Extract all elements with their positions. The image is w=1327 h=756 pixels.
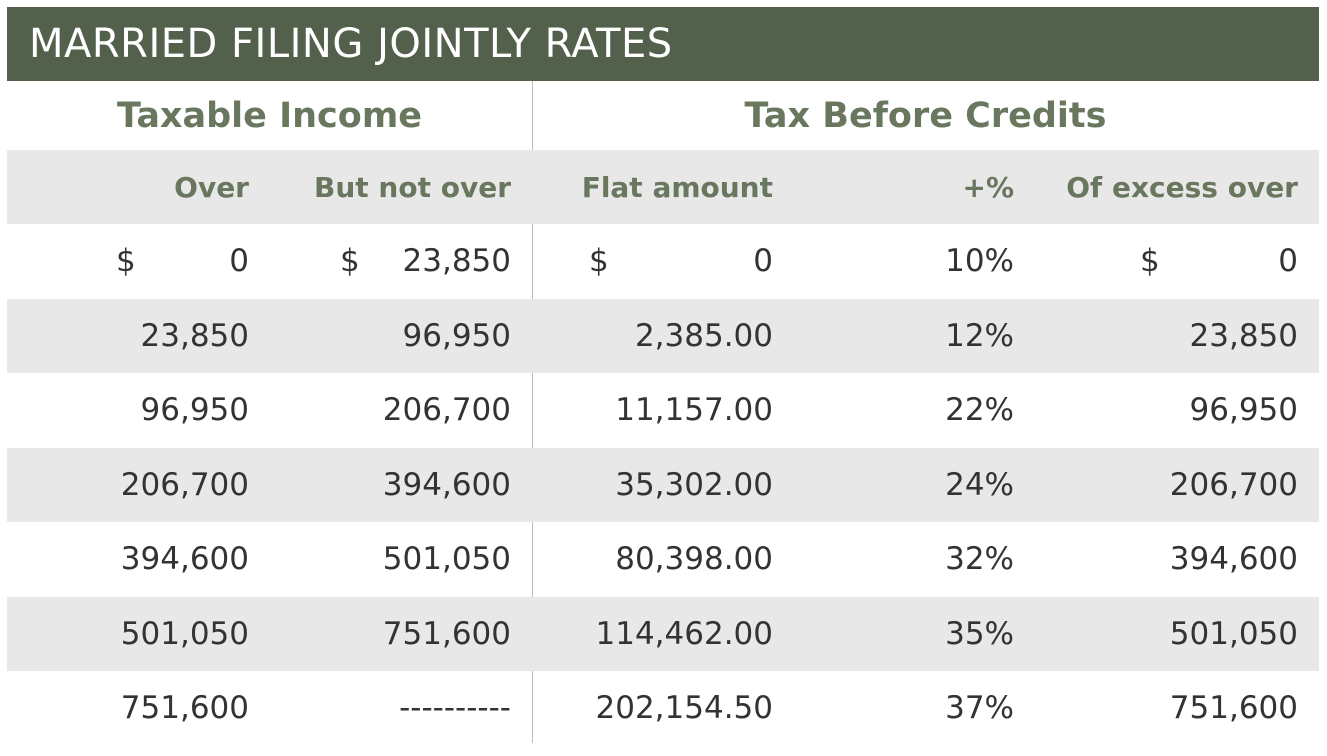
table-cell-but-not-over: 206,700	[382, 392, 511, 429]
table-row: 751,600 ---------- 202,154.50 37% 751,60…	[7, 671, 1319, 746]
table-cell-of-excess-over: 23,850	[1189, 317, 1298, 354]
column-header-percent: +%	[962, 170, 1014, 204]
table-cell-percent: 12%	[945, 317, 1014, 354]
table-cell-of-excess-over: 394,600	[1169, 541, 1298, 578]
column-header-row: Over But not over Flat amount +% Of exce…	[7, 150, 1319, 224]
column-header-of-excess-over: Of excess over	[1066, 170, 1298, 204]
cell-value: 0	[753, 243, 773, 280]
rates-table: MARRIED FILING JOINTLY RATES Taxable Inc…	[7, 7, 1319, 746]
table-cell-percent: 35%	[945, 615, 1014, 652]
currency-symbol: $	[340, 243, 360, 280]
table-cell-but-not-over: ----------	[399, 690, 511, 727]
table-cell-over: 206,700	[120, 466, 249, 503]
currency-symbol: $	[1140, 243, 1160, 280]
group-header-taxable-income: Taxable Income	[116, 95, 423, 136]
table-row: $0 $23,850 $0 10% $0	[7, 224, 1319, 299]
table-cell-but-not-over: 751,600	[382, 615, 511, 652]
table-row: 96,950 206,700 11,157.00 22% 96,950	[7, 373, 1319, 448]
currency-symbol: $	[116, 243, 136, 280]
table-cell-flat-amount: 2,385.00	[634, 317, 773, 354]
table-cell-flat-amount: 35,302.00	[615, 466, 773, 503]
table-row: 23,850 96,950 2,385.00 12% 23,850	[7, 298, 1319, 373]
table-cell-flat-amount: 114,462.00	[595, 615, 774, 652]
cell-value: 23,850	[402, 243, 511, 280]
group-header-row: Taxable Income Tax Before Credits	[7, 81, 1319, 150]
table-title: MARRIED FILING JOINTLY RATES	[29, 21, 673, 67]
group-header-tax-before-credits: Tax Before Credits	[744, 95, 1107, 136]
table-cell-of-excess-over: 751,600	[1169, 690, 1298, 727]
table-cell-but-not-over: 96,950	[402, 317, 511, 354]
table-cell-over: 394,600	[120, 541, 249, 578]
table-cell-flat-amount: 80,398.00	[615, 541, 773, 578]
table-row: 501,050 751,600 114,462.00 35% 501,050	[7, 596, 1319, 671]
table-cell-over: 501,050	[120, 615, 249, 652]
table-title-bar: MARRIED FILING JOINTLY RATES	[7, 7, 1319, 81]
table-cell-flat-amount: 11,157.00	[615, 392, 773, 429]
currency-symbol: $	[589, 243, 609, 280]
table-cell-over: 23,850	[140, 317, 249, 354]
table-cell-percent: 22%	[945, 392, 1014, 429]
cell-value: 0	[229, 243, 249, 280]
table-cell-but-not-over: 501,050	[382, 541, 511, 578]
table-cell-percent: 37%	[945, 690, 1014, 727]
table-body: Taxable Income Tax Before Credits Over B…	[7, 81, 1319, 746]
table-row: 394,600 501,050 80,398.00 32% 394,600	[7, 522, 1319, 597]
table-cell-percent: 32%	[945, 541, 1014, 578]
column-group-divider	[532, 81, 533, 743]
table-cell-but-not-over: 394,600	[382, 466, 511, 503]
table-cell-flat-amount: $0	[532, 224, 794, 299]
table-cell-percent: 24%	[945, 466, 1014, 503]
table-cell-over: $0	[7, 224, 270, 299]
table-cell-of-excess-over: 206,700	[1169, 466, 1298, 503]
table-cell-of-excess-over: 501,050	[1169, 615, 1298, 652]
column-header-flat-amount: Flat amount	[581, 170, 773, 204]
table-cell-of-excess-over: $0	[1035, 224, 1319, 299]
table-cell-over: 96,950	[140, 392, 249, 429]
table-row: 206,700 394,600 35,302.00 24% 206,700	[7, 447, 1319, 522]
column-header-but-not-over: But not over	[314, 170, 511, 204]
table-cell-but-not-over: $23,850	[270, 224, 532, 299]
table-cell-percent: 10%	[945, 243, 1014, 280]
cell-value: 0	[1278, 243, 1298, 280]
column-header-over: Over	[174, 170, 249, 204]
table-cell-over: 751,600	[120, 690, 249, 727]
table-cell-of-excess-over: 96,950	[1189, 392, 1298, 429]
table-cell-flat-amount: 202,154.50	[595, 690, 774, 727]
